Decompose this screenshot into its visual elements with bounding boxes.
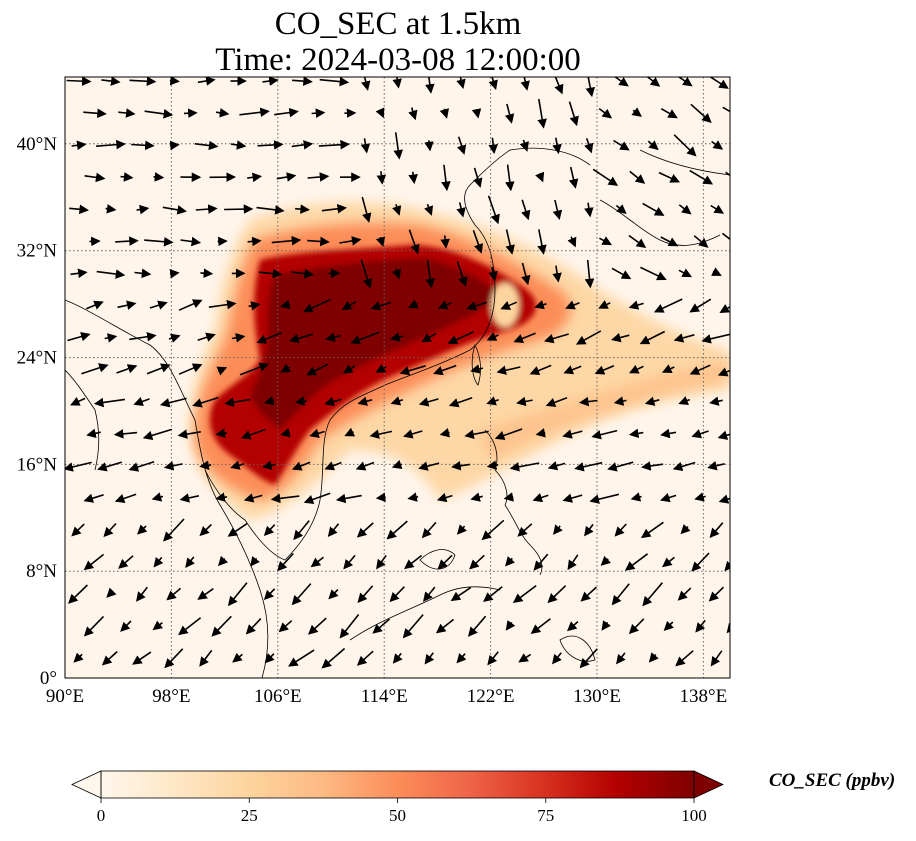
x-tick-labels: 90°E 98°E 106°E 114°E 122°E 130°E 138°E [46,686,727,707]
colorbar: 0 25 50 75 100 [72,771,723,825]
wind-arrow [200,273,211,274]
wind-arrow [170,273,178,274]
y-tick-label: 16°N [17,454,58,475]
wind-arrow [377,497,385,498]
wind-arrow [312,113,324,114]
colorbar-extend-max [694,771,723,798]
colorbar-tick-label: 50 [389,806,406,825]
wind-arrow [295,209,308,210]
colorbar-label: CO_SEC (ppbv) [769,770,895,792]
colorbar-tick-label: 75 [537,806,554,825]
x-tick-label: 90°E [46,686,84,707]
y-tick-labels: 0° 8°N 16°N 24°N 32°N 40°N [17,134,58,689]
x-tick-label: 122°E [467,686,515,707]
wind-arrow [67,81,90,82]
wind-arrow [154,177,163,178]
wind-arrow [297,401,308,402]
wind-arrow [224,209,252,210]
x-tick-label: 106°E [254,686,302,707]
y-tick-label: 40°N [17,134,58,155]
colorbar-tick-label: 100 [681,806,707,825]
colorbar-tick-label: 25 [241,806,258,825]
y-tick-label: 0° [40,668,57,689]
wind-arrow [170,81,178,82]
x-tick-label: 98°E [152,686,190,707]
x-tick-label: 114°E [361,686,408,707]
wind-arrow [248,241,261,242]
y-tick-label: 32°N [17,241,58,262]
x-tick-label: 138°E [680,686,728,707]
colorbar-extend-min [72,771,101,798]
map-panel [65,66,746,678]
wind-arrow [170,145,178,146]
y-tick-label: 8°N [26,561,57,582]
colorbar-tick-label: 0 [97,806,106,825]
x-tick-label: 130°E [573,686,621,707]
wind-arrow [184,113,196,114]
colorbar-ticks: 0 25 50 75 100 [97,798,707,825]
wind-arrow [121,177,132,178]
colorbar-gradient [101,771,694,798]
y-tick-label: 24°N [17,347,58,368]
